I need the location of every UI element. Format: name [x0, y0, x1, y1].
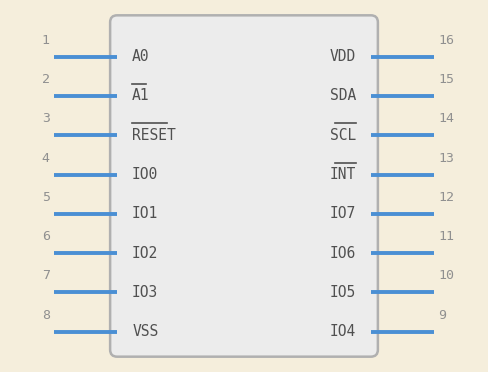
Text: SDA: SDA: [329, 89, 356, 103]
Text: A1: A1: [132, 89, 150, 103]
Text: IO1: IO1: [132, 206, 159, 221]
Text: IO3: IO3: [132, 285, 159, 300]
Text: 11: 11: [438, 230, 454, 243]
Text: SCL: SCL: [329, 128, 356, 143]
Text: 10: 10: [438, 269, 454, 282]
Text: VSS: VSS: [132, 324, 159, 339]
Text: 5: 5: [41, 191, 50, 204]
Text: IO4: IO4: [329, 324, 356, 339]
Text: 16: 16: [438, 34, 454, 47]
Text: IO5: IO5: [329, 285, 356, 300]
Text: 1: 1: [41, 34, 50, 47]
Text: IO7: IO7: [329, 206, 356, 221]
Text: A0: A0: [132, 49, 150, 64]
Text: 4: 4: [41, 151, 50, 164]
Text: RESET: RESET: [132, 128, 176, 143]
Text: INT: INT: [329, 167, 356, 182]
Text: 13: 13: [438, 151, 454, 164]
Text: 3: 3: [41, 112, 50, 125]
Text: 6: 6: [41, 230, 50, 243]
Text: VDD: VDD: [329, 49, 356, 64]
Text: IO0: IO0: [132, 167, 159, 182]
Text: IO6: IO6: [329, 246, 356, 261]
FancyBboxPatch shape: [110, 15, 378, 357]
Text: 15: 15: [438, 73, 454, 86]
Text: 7: 7: [41, 269, 50, 282]
Text: 2: 2: [41, 73, 50, 86]
Text: 9: 9: [438, 309, 447, 322]
Text: IO2: IO2: [132, 246, 159, 261]
Text: 12: 12: [438, 191, 454, 204]
Text: 8: 8: [41, 309, 50, 322]
Text: 14: 14: [438, 112, 454, 125]
